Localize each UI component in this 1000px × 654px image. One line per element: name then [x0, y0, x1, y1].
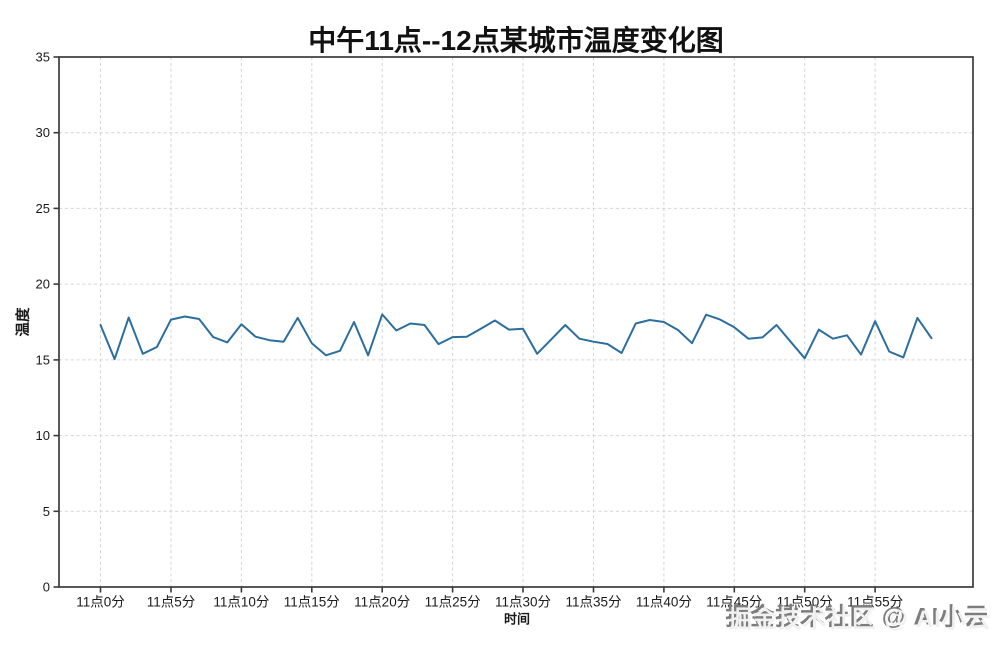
svg-text:掘金技术社区 @ AI小云: 掘金技术社区 @ AI小云: [728, 605, 991, 633]
svg-text:掘金技术社区 @ AI小云: 掘金技术社区 @ AI小云: [726, 603, 989, 631]
svg-text:11点20分: 11点20分: [354, 595, 410, 610]
svg-text:10: 10: [36, 428, 50, 443]
svg-text:0: 0: [43, 580, 50, 595]
svg-text:11点0分: 11点0分: [76, 595, 125, 610]
svg-text:5: 5: [43, 504, 50, 519]
svg-text:11点30分: 11点30分: [495, 595, 551, 610]
svg-text:15: 15: [36, 352, 50, 367]
svg-text:25: 25: [36, 201, 50, 216]
svg-text:中午11点--12点某城市温度变化图: 中午11点--12点某城市温度变化图: [308, 24, 723, 56]
svg-text:30: 30: [36, 125, 50, 140]
svg-text:11点45分: 11点45分: [706, 595, 762, 610]
svg-text:11点40分: 11点40分: [636, 595, 692, 610]
svg-text:35: 35: [36, 50, 50, 65]
svg-text:20: 20: [36, 277, 50, 292]
svg-text:时间: 时间: [504, 612, 530, 627]
svg-text:11点50分: 11点50分: [777, 595, 833, 610]
svg-text:11点5分: 11点5分: [147, 595, 196, 610]
svg-text:11点55分: 11点55分: [847, 595, 903, 610]
svg-text:11点35分: 11点35分: [565, 595, 621, 610]
svg-text:11点25分: 11点25分: [425, 595, 481, 610]
svg-text:温度: 温度: [14, 307, 32, 336]
svg-text:11点15分: 11点15分: [284, 595, 340, 610]
svg-text:11点10分: 11点10分: [213, 595, 269, 610]
